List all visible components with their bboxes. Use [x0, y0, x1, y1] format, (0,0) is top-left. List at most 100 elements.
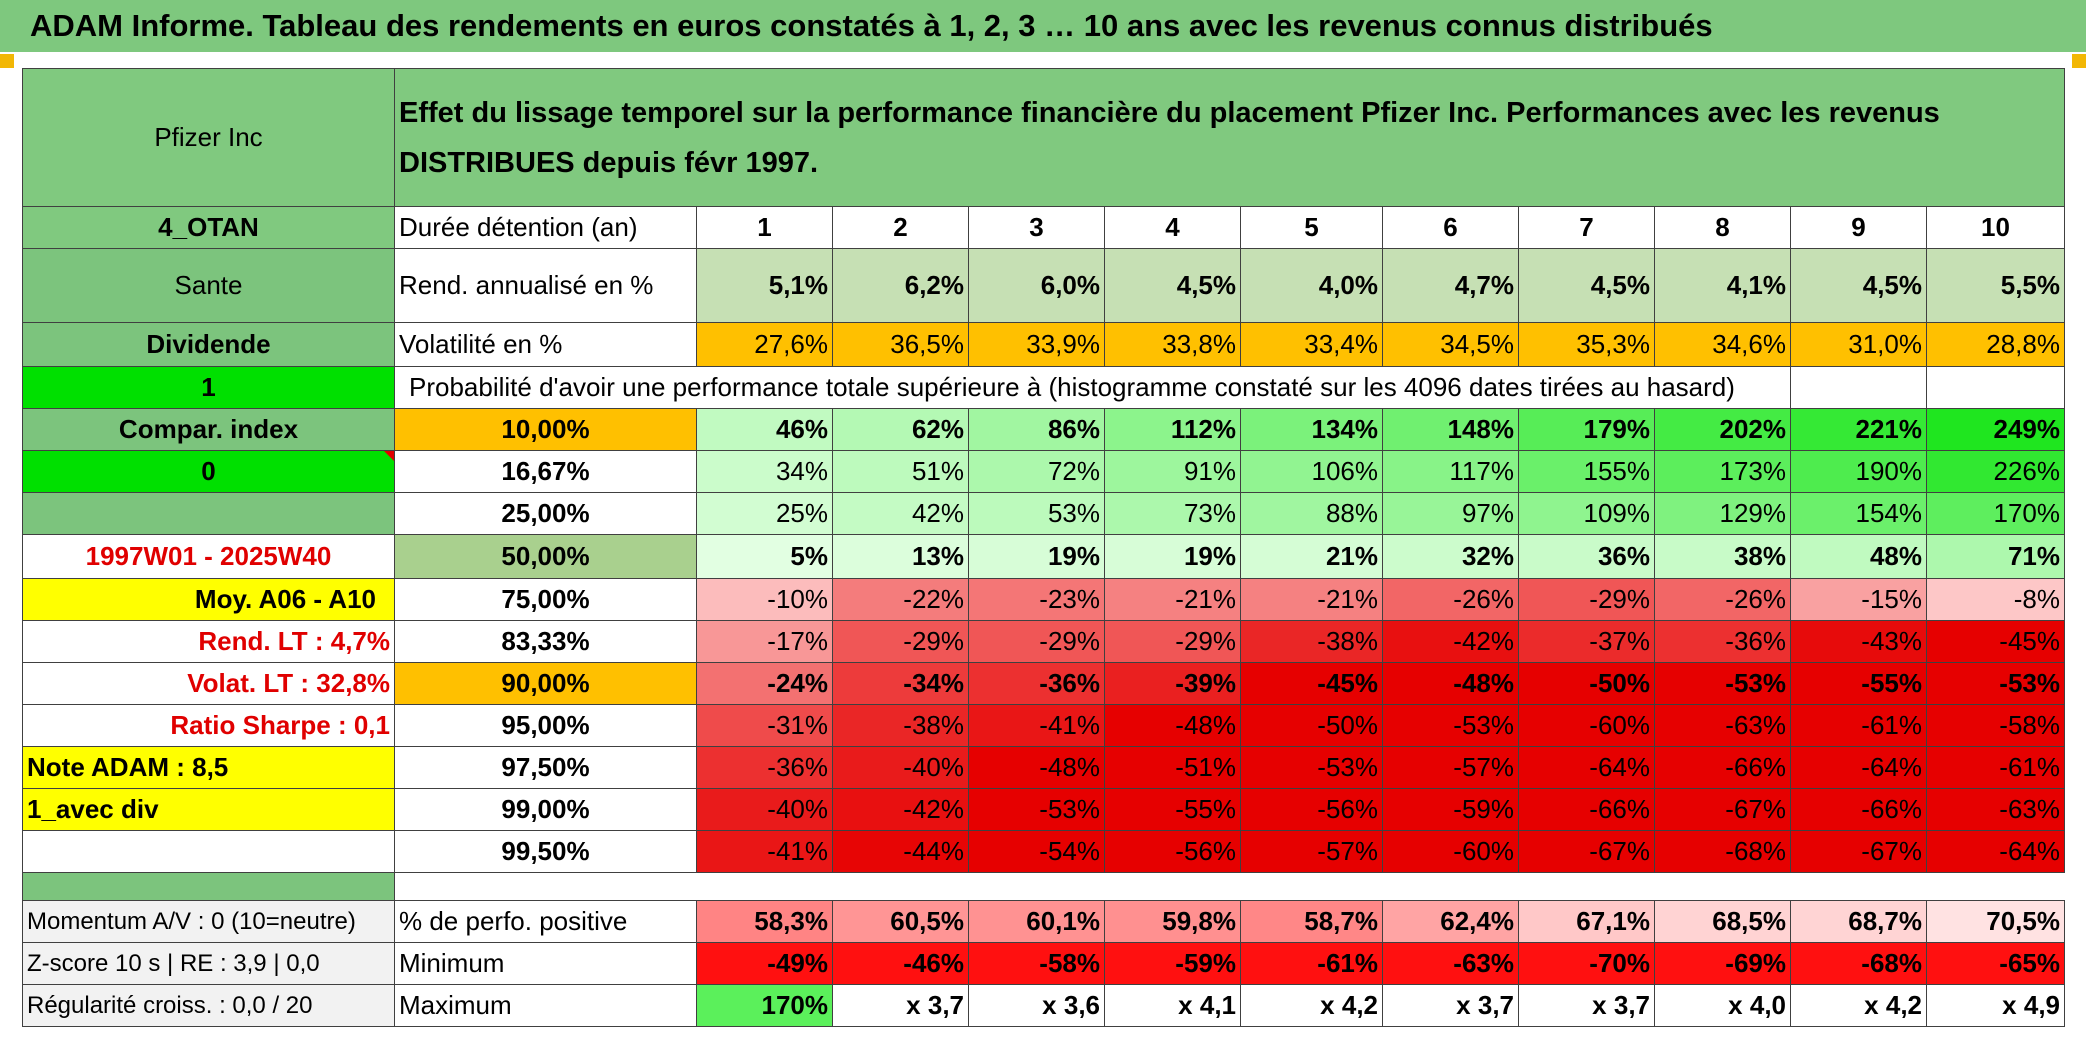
minimum-value: -61%	[1240, 942, 1383, 985]
percentile-value: 19%	[968, 534, 1105, 579]
spacer-cell	[1655, 873, 1791, 901]
percentile-value: 25%	[696, 492, 833, 535]
percentile-value: -36%	[968, 662, 1105, 705]
vol-value: 33,8%	[1104, 322, 1241, 367]
maximum-label: Maximum	[394, 984, 697, 1027]
maximum-value: x 3,7	[832, 984, 969, 1027]
minimum-value: -69%	[1654, 942, 1791, 985]
percentile-value: 34%	[696, 450, 833, 493]
positive-value: 68,5%	[1654, 900, 1791, 943]
percentile-label: 99,50%	[394, 830, 697, 873]
maximum-value: x 4,9	[1926, 984, 2065, 1027]
percentile-value: -48%	[1104, 704, 1241, 747]
percentile-value: 86%	[968, 408, 1105, 451]
zscore-cell: Z-score 10 s | RE : 3,9 | 0,0	[22, 942, 395, 985]
percentile-value: 73%	[1104, 492, 1241, 535]
percentile-value: 202%	[1654, 408, 1791, 451]
spacer-cell	[1927, 873, 2065, 901]
spacer-cell	[833, 873, 969, 901]
percentile-value: -67%	[1518, 830, 1655, 873]
rend-value: 6,2%	[832, 248, 969, 323]
positive-value: 60,1%	[968, 900, 1105, 943]
percentile-label: 90,00%	[394, 662, 697, 705]
year-header-1: 1	[696, 206, 833, 249]
minimum-label: Minimum	[394, 942, 697, 985]
percentile-value: 51%	[832, 450, 969, 493]
minimum-value: -46%	[832, 942, 969, 985]
percentile-value: -61%	[1926, 746, 2065, 789]
percentile-value: -21%	[1240, 578, 1383, 621]
performance-table: Pfizer Inc Effet du lissage temporel sur…	[22, 68, 2065, 1027]
positive-value: 68,7%	[1790, 900, 1927, 943]
percentile-value: -68%	[1654, 830, 1791, 873]
spacer-cell	[1519, 873, 1655, 901]
percentile-value: -53%	[1926, 662, 2065, 705]
rend-lt-cell: Rend. LT : 4,7%	[22, 620, 395, 663]
percentile-value: -60%	[1518, 704, 1655, 747]
percentile-value: 91%	[1104, 450, 1241, 493]
percentile-value: -48%	[1382, 662, 1519, 705]
percentile-value: -63%	[1926, 788, 2065, 831]
year-header-6: 6	[1382, 206, 1519, 249]
minimum-value: -58%	[968, 942, 1105, 985]
percentile-value: -41%	[968, 704, 1105, 747]
percentile-row: Note ADAM : 8,5 97,50% -36% -40% -48% -51% -53…	[22, 746, 2065, 789]
percentile-value: -34%	[832, 662, 969, 705]
percentile-value: 155%	[1518, 450, 1655, 493]
spacer-cell	[1791, 873, 1927, 901]
percentile-value: -57%	[1382, 746, 1519, 789]
year-header-8: 8	[1654, 206, 1791, 249]
percentile-value: -56%	[1104, 830, 1241, 873]
percentile-value: -50%	[1240, 704, 1383, 747]
percentile-value: 117%	[1382, 450, 1519, 493]
percentile-value: -38%	[1240, 620, 1383, 663]
report-title: ADAM Informe. Tableau des rendements en …	[0, 0, 2086, 52]
percentile-label: 75,00%	[394, 578, 697, 621]
percentile-value: -39%	[1104, 662, 1241, 705]
empty-cell	[1926, 366, 2065, 409]
percentile-value: 97%	[1382, 492, 1519, 535]
percentile-value: -37%	[1518, 620, 1655, 663]
positive-value: 67,1%	[1518, 900, 1655, 943]
percentile-label: 25,00%	[394, 492, 697, 535]
percentile-value: -66%	[1654, 746, 1791, 789]
percentile-value: -15%	[1790, 578, 1927, 621]
year-header-9: 9	[1790, 206, 1927, 249]
percentile-value: 190%	[1790, 450, 1927, 493]
percentile-value: 62%	[832, 408, 969, 451]
percentile-value: 72%	[968, 450, 1105, 493]
percentile-value: -66%	[1790, 788, 1927, 831]
percentile-value: 19%	[1104, 534, 1241, 579]
percentile-row: 0 16,67% 34% 51% 72% 91% 106% 117% 155% 173% 190% 2…	[22, 450, 2065, 493]
percentile-value: -26%	[1654, 578, 1791, 621]
percentile-value: 221%	[1790, 408, 1927, 451]
percentile-value: -31%	[696, 704, 833, 747]
percentile-value: 148%	[1382, 408, 1519, 451]
prob-row: 1 Probabilité d'avoir une performance tot…	[22, 366, 2065, 409]
percentile-value: -67%	[1654, 788, 1791, 831]
percentile-value: -21%	[1104, 578, 1241, 621]
spacer-cell	[1241, 873, 1383, 901]
momentum-cell: Momentum A/V : 0 (10=neutre)	[22, 900, 395, 943]
percentile-value: 42%	[832, 492, 969, 535]
percentile-row: Compar. index 10,00% 46% 62% 86% 112% 134% 148%…	[22, 408, 2065, 451]
percentile-value: 134%	[1240, 408, 1383, 451]
percentile-value: -23%	[968, 578, 1105, 621]
spacer-cell	[395, 873, 697, 901]
percentile-value: 112%	[1104, 408, 1241, 451]
percentile-value: -66%	[1518, 788, 1655, 831]
rend-value: 4,7%	[1382, 248, 1519, 323]
minimum-value: -70%	[1518, 942, 1655, 985]
percentile-value: -67%	[1790, 830, 1927, 873]
vol-value: 31,0%	[1790, 322, 1927, 367]
spacer-row	[22, 872, 2065, 901]
year-header-10: 10	[1926, 206, 2065, 249]
percentile-value: -61%	[1790, 704, 1927, 747]
percentile-row: 99,50% -41% -44% -54% -56% -57% -60% -67% -68% -6…	[22, 830, 2065, 873]
percentile-value: 5%	[696, 534, 833, 579]
minimum-value: -59%	[1104, 942, 1241, 985]
percentile-value: -26%	[1382, 578, 1519, 621]
rend-value: 5,1%	[696, 248, 833, 323]
percentile-value: -53%	[1654, 662, 1791, 705]
